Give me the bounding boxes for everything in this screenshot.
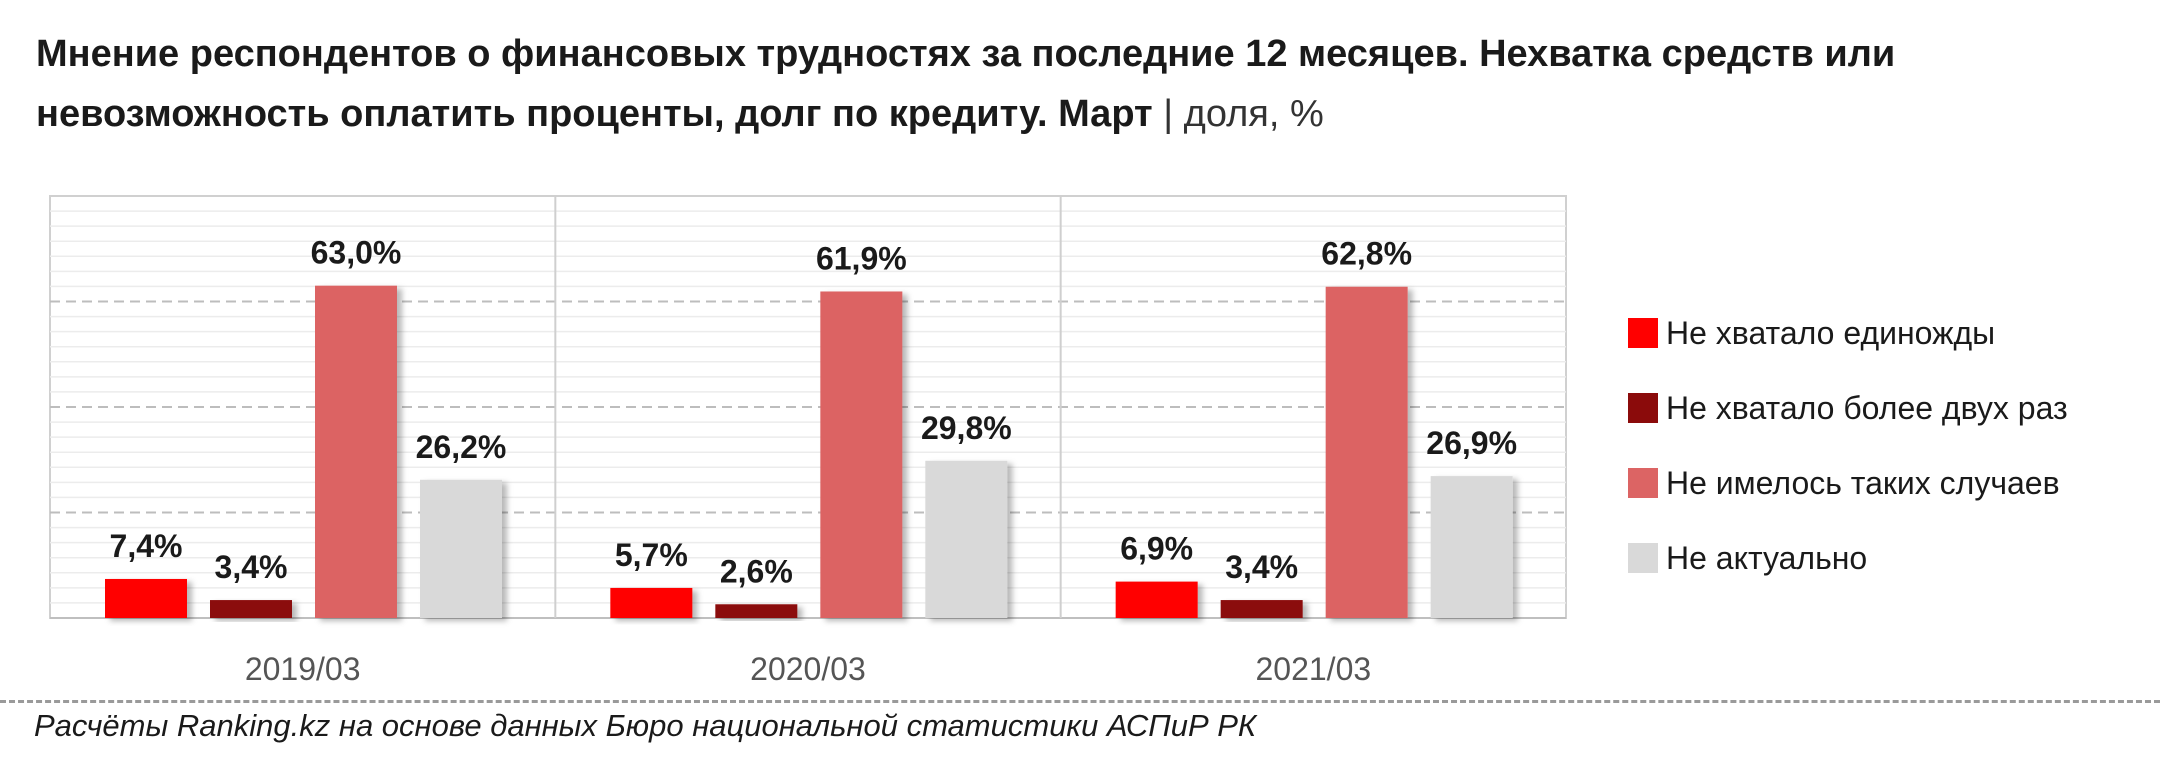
data-label: 5,7% (615, 537, 688, 573)
panel-dividers (554, 196, 1062, 618)
data-label: 63,0% (311, 235, 402, 271)
bar-1-2019-03 (105, 578, 187, 618)
bar-2-2019-03 (210, 600, 292, 618)
legend-swatch (1628, 543, 1658, 573)
bar-3-2019-03 (315, 285, 397, 618)
grid-lines (50, 210, 1566, 619)
legend-swatch (1628, 318, 1658, 348)
bar-1-2021-03 (1115, 581, 1198, 618)
data-label: 7,4% (110, 528, 183, 564)
chart-unit: доля, % (1183, 93, 1324, 135)
chart-title-text: Мнение респондентов о финансовых труднос… (36, 33, 1896, 135)
bar-chart: 7,4% 3,4% 63,0% 26,2% 5,7% 2,6% 61,9% 29,8% 6,9%… (49, 195, 1567, 687)
data-label: 3,4% (215, 549, 288, 585)
chart-title: Мнение респондентов о финансовых труднос… (36, 24, 2126, 144)
legend-label: Не хватало единожды (1666, 314, 1996, 351)
bar-2-2020-03 (715, 604, 798, 618)
data-label: 2,6% (720, 553, 793, 589)
legend-label: Не актуально (1666, 539, 1868, 576)
data-label: 61,9% (816, 240, 907, 276)
bars (105, 285, 1513, 618)
bar-1-2020-03 (610, 587, 693, 618)
source-note: Расчёты Ranking.kz на основе данных Бюро… (34, 708, 1257, 743)
data-label: 6,9% (1120, 531, 1193, 567)
legend-swatch (1628, 393, 1658, 423)
category-label: 2021/03 (1255, 651, 1371, 687)
legend-item: Не актуально (1628, 539, 2148, 577)
legend-label: Не хватало более двух раз (1666, 389, 2068, 426)
legend-item: Не хватало более двух раз (1628, 389, 2148, 427)
legend: Не хватало единожды Не хватало более двух… (1628, 314, 2148, 614)
category-label: 2019/03 (245, 651, 361, 687)
data-label: 62,8% (1321, 236, 1412, 272)
legend-item: Не хватало единожды (1628, 314, 2148, 352)
bar-3-2021-03 (1325, 286, 1408, 618)
legend-label: Не имелось таких случаев (1666, 464, 2060, 501)
title-separator: | (1163, 93, 1174, 135)
data-label: 29,8% (921, 410, 1012, 446)
footer-divider (0, 700, 2160, 703)
legend-item: Не имелось таких случаев (1628, 464, 2148, 502)
category-labels: 2019/03 2020/03 2021/03 (245, 651, 1371, 687)
bar-4-2021-03 (1430, 476, 1513, 618)
bar-2-2021-03 (1220, 600, 1303, 618)
data-labels: 7,4% 3,4% 63,0% 26,2% 5,7% 2,6% 61,9% 29,8% 6,9%… (110, 235, 1518, 590)
bar-4-2020-03 (925, 460, 1008, 618)
legend-swatch (1628, 468, 1658, 498)
data-label: 3,4% (1225, 549, 1298, 585)
bar-4-2019-03 (420, 479, 502, 618)
bar-3-2020-03 (820, 291, 903, 618)
data-label: 26,2% (416, 429, 507, 465)
data-label: 26,9% (1426, 425, 1517, 461)
category-label: 2020/03 (750, 651, 866, 687)
